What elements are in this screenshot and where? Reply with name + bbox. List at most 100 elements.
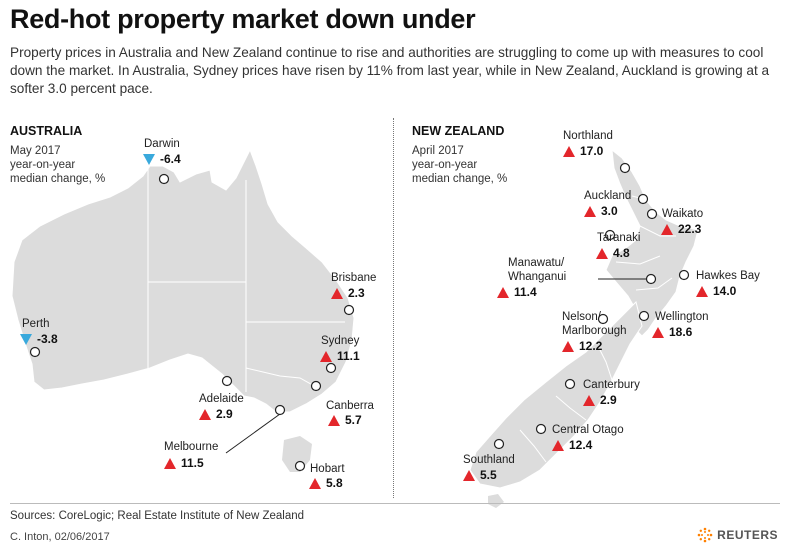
marker-sydney bbox=[325, 362, 337, 374]
australia-note-line2: year-on-year bbox=[10, 159, 76, 171]
region-value-southland: 5.5 bbox=[463, 468, 497, 482]
region-value-hawkes-bay: 14.0 bbox=[696, 284, 736, 298]
marker-southland bbox=[493, 438, 505, 450]
city-label-melbourne: Melbourne bbox=[164, 441, 219, 453]
decrease-icon bbox=[20, 333, 32, 345]
region-value-northland: 17.0 bbox=[563, 144, 603, 158]
marker-waikato bbox=[646, 208, 658, 220]
australia-note-line3: median change, % bbox=[10, 173, 106, 185]
increase-icon bbox=[661, 223, 673, 235]
reuters-logo: REUTERS bbox=[697, 527, 778, 543]
region-value-waikato: 22.3 bbox=[661, 222, 701, 236]
increase-icon bbox=[331, 287, 343, 299]
region-label-taranaki: Taranaki bbox=[597, 232, 641, 244]
increase-icon bbox=[583, 394, 595, 406]
value-text: 18.6 bbox=[669, 325, 693, 339]
nz-border-5 bbox=[597, 345, 613, 381]
marker-auckland bbox=[637, 193, 649, 205]
region-value-central-otago: 12.4 bbox=[552, 438, 592, 452]
marker-central-otago bbox=[535, 423, 547, 435]
region-label-auckland: Auckland bbox=[584, 190, 632, 202]
value-text: 14.0 bbox=[713, 284, 737, 298]
marker-nelson bbox=[597, 313, 609, 325]
region-label-waikato: Waikato bbox=[662, 208, 704, 220]
city-value-perth: -3.8 bbox=[20, 332, 58, 346]
value-text: 11.4 bbox=[514, 285, 537, 299]
marker-wellington bbox=[638, 310, 650, 322]
australia-note-line1: May 2017 bbox=[10, 145, 61, 157]
marker-melbourne bbox=[274, 404, 286, 416]
chart-title: Red-hot property market down under bbox=[10, 4, 476, 34]
region-value-manawatu: 11.4 bbox=[497, 285, 537, 299]
source-note: Sources: CoreLogic; Real Estate Institut… bbox=[10, 510, 305, 522]
region-label-southland: Southland bbox=[463, 454, 515, 466]
new-zealand-note: April 2017 year-on-year median change, % bbox=[412, 144, 507, 186]
marker-canterbury bbox=[564, 378, 576, 390]
chart-subtitle: Property prices in Australia and New Zea… bbox=[10, 45, 770, 96]
marker-darwin bbox=[158, 173, 170, 185]
increase-icon bbox=[309, 477, 321, 489]
nelson-line2: Marlborough bbox=[562, 325, 627, 337]
value-text: 2.9 bbox=[600, 393, 617, 407]
region-label-manawatu: Manawatu/ Whanganui bbox=[508, 256, 566, 284]
value-text: 12.2 bbox=[579, 339, 603, 353]
value-text: 12.4 bbox=[569, 438, 593, 452]
city-label-hobart: Hobart bbox=[310, 463, 345, 475]
marker-hawkes-bay bbox=[678, 269, 690, 281]
marker-perth bbox=[29, 346, 41, 358]
city-value-darwin: -6.4 bbox=[143, 152, 181, 166]
marker-taranaki bbox=[604, 229, 616, 241]
nz-border-6 bbox=[555, 395, 587, 421]
border-nsw-vic bbox=[245, 367, 319, 389]
new-zealand-title: NEW ZEALAND bbox=[412, 124, 505, 138]
nz-border-7 bbox=[519, 429, 547, 463]
region-label-hawkes-bay: Hawkes Bay bbox=[696, 270, 760, 282]
city-value-canberra: 5.7 bbox=[328, 413, 362, 427]
reuters-logo-icon bbox=[697, 527, 713, 543]
nz-note-line1: April 2017 bbox=[412, 145, 464, 157]
region-label-canterbury: Canterbury bbox=[583, 379, 640, 391]
region-value-nelson: 12.2 bbox=[562, 339, 602, 353]
nz-border-3 bbox=[615, 255, 661, 265]
australia-title: AUSTRALIA bbox=[10, 124, 83, 138]
increase-icon bbox=[596, 247, 608, 259]
increase-icon bbox=[562, 340, 574, 352]
city-label-perth: Perth bbox=[22, 318, 50, 330]
nz-stewart-island bbox=[488, 494, 504, 508]
increase-icon bbox=[552, 439, 564, 451]
value-text: 17.0 bbox=[580, 144, 604, 158]
marker-hobart bbox=[294, 460, 306, 472]
increase-icon bbox=[652, 326, 664, 338]
region-value-wellington: 18.6 bbox=[652, 325, 692, 339]
reuters-logo-text: REUTERS bbox=[717, 528, 778, 542]
value-text: -6.4 bbox=[160, 152, 181, 166]
value-text: 3.0 bbox=[601, 204, 618, 218]
region-label-northland: Northland bbox=[563, 130, 613, 142]
region-label-wellington: Wellington bbox=[655, 311, 709, 323]
city-value-hobart: 5.8 bbox=[309, 476, 343, 490]
region-label-central-otago: Central Otago bbox=[552, 424, 624, 436]
marker-canberra bbox=[310, 380, 322, 392]
increase-icon bbox=[584, 205, 596, 217]
value-text: 2.9 bbox=[216, 407, 233, 421]
increase-icon bbox=[696, 285, 708, 297]
city-label-brisbane: Brisbane bbox=[331, 272, 377, 284]
region-value-canterbury: 2.9 bbox=[583, 393, 617, 407]
region-value-taranaki: 4.8 bbox=[596, 246, 630, 260]
footer-rule bbox=[10, 503, 780, 504]
city-value-sydney: 11.1 bbox=[320, 349, 360, 363]
manawatu-line2: Whanganui bbox=[508, 271, 567, 283]
value-text: 2.3 bbox=[348, 286, 365, 300]
increase-icon bbox=[199, 408, 211, 420]
australia-note: May 2017 year-on-year median change, % bbox=[10, 144, 105, 186]
value-text: 5.7 bbox=[345, 413, 362, 427]
marker-northland bbox=[619, 162, 631, 174]
increase-icon bbox=[497, 286, 509, 298]
melbourne-leader bbox=[225, 413, 281, 454]
panel-divider bbox=[393, 118, 394, 498]
value-text: 5.5 bbox=[480, 468, 497, 482]
value-text: 11.5 bbox=[181, 456, 204, 470]
manawatu-line1: Manawatu/ bbox=[508, 257, 565, 269]
city-label-darwin: Darwin bbox=[144, 138, 180, 150]
nz-border-2 bbox=[639, 225, 676, 237]
